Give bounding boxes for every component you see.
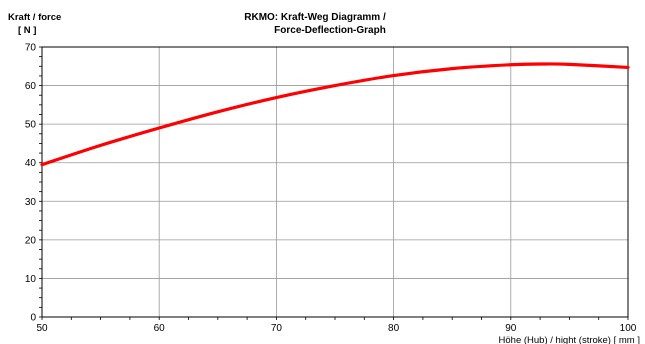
series-layer [40,62,630,167]
y-tick-label: 60 [25,81,37,92]
y-tick-label: 70 [25,43,37,54]
y-tick-label: 40 [25,158,37,169]
y-tick-label: 20 [25,235,37,246]
plot-frame [41,46,629,318]
x-tick-label: 90 [505,323,517,334]
axes [39,46,629,320]
x-tick-label: 80 [388,323,400,334]
y-tick-label: 50 [25,120,37,131]
y-tick-label: 10 [25,274,37,285]
grid [41,46,629,318]
y-axis-label-line1: Kraft / force [8,12,61,23]
chart-title-line2: Force-Deflection-Graph [274,25,386,36]
y-axis-label-line2: [ N ] [18,25,36,36]
y-tick-label: 30 [25,197,37,208]
x-tick-label: 50 [36,323,48,334]
y-tick-label: 0 [30,313,36,324]
x-axis-label: Höhe (Hub) / hight (stroke) [ mm ] [499,335,640,344]
x-tick-label: 60 [154,323,166,334]
tick-labels: 50 60 70 80 90 100 0 10 20 30 40 50 60 70 [25,43,637,335]
chart-title-line1: RKMO: Kraft-Weg Diagramm / [244,12,386,23]
force-curve-line [40,62,630,167]
x-tick-label: 70 [271,323,283,334]
x-tick-label: 100 [620,323,637,334]
